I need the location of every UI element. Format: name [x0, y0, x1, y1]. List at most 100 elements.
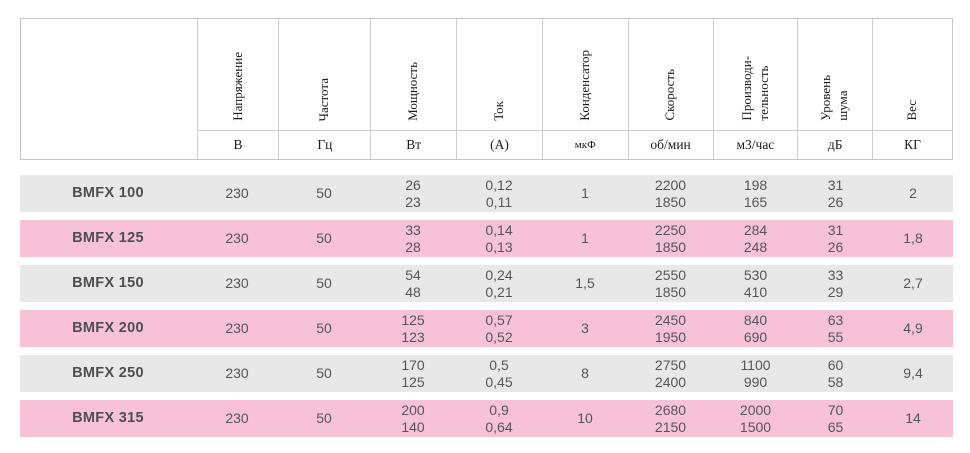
- airflow-cell: 284 248: [743, 221, 768, 255]
- table-row-bmfx-315: BMFX 315 230 50 200 140 0,9 0,64 10 2680…: [20, 400, 953, 437]
- column-name: Уровень шума: [818, 75, 851, 121]
- speed-cell: 2550 1850: [654, 266, 687, 300]
- column-name-area: Производи- тельность: [714, 19, 798, 130]
- frequency-cell: 50: [316, 185, 332, 201]
- column-name-area: Напряжение: [198, 19, 279, 130]
- airflow-cell: 840 690: [743, 311, 768, 345]
- column-name: Конденсатор: [576, 50, 592, 121]
- table-row-bmfx-250: BMFX 250 230 50 170 125 0,5 0,45 8 2750 …: [20, 355, 953, 392]
- column-unit: м3/час: [713, 130, 798, 159]
- column-unit: КГ: [873, 130, 952, 159]
- speed-cell: 2750 2400: [654, 356, 687, 390]
- column-name: Частота: [316, 77, 332, 121]
- capacitor-cell: 1: [581, 230, 589, 246]
- frequency-cell: 50: [316, 275, 332, 291]
- power-cell: 170 125: [401, 356, 425, 390]
- column-name: Производи- тельность: [738, 56, 771, 121]
- current-cell: 0,12 0,11: [485, 176, 513, 210]
- column-name-area: Ток: [457, 19, 542, 130]
- column-name-area: Уровень шума: [798, 19, 872, 130]
- noise-cell: 63 55: [827, 311, 844, 345]
- column-header-noise-level: Уровень шума дБ: [797, 19, 873, 159]
- column-unit: (А): [457, 130, 542, 159]
- voltage-cell: 230: [225, 185, 249, 201]
- speed-cell: 2680 2150: [654, 401, 687, 435]
- model-cell: BMFX 315: [72, 410, 144, 426]
- column-header-frequency: Частота Гц: [278, 19, 371, 159]
- capacitor-cell: 1,5: [575, 275, 595, 291]
- table-row-bmfx-150: BMFX 150 230 50 54 48 0,24 0,21 1,5 2550…: [20, 265, 953, 302]
- column-name-area: Вес: [873, 19, 952, 130]
- current-cell: 0,5 0,45: [485, 356, 513, 390]
- column-unit: мкФ: [542, 130, 628, 159]
- noise-cell: 33 29: [827, 266, 844, 300]
- airflow-cell: 1100 990: [740, 356, 771, 390]
- voltage-cell: 230: [225, 410, 249, 426]
- weight-cell: 9,4: [903, 365, 923, 381]
- airflow-cell: 530 410: [743, 266, 768, 300]
- column-name-area: Мощность: [371, 19, 456, 130]
- model-cell: BMFX 200: [72, 320, 144, 336]
- current-cell: 0,9 0,64: [485, 401, 513, 435]
- column-header-speed: Скорость об/мин: [627, 19, 713, 159]
- column-unit: Вт: [371, 130, 457, 159]
- header-corner-cell: [21, 19, 197, 159]
- column-header-power: Мощность Вт: [370, 19, 457, 159]
- noise-cell: 31 26: [827, 221, 844, 255]
- column-name-area: Частота: [279, 19, 370, 130]
- column-header-weight: Вес КГ: [872, 19, 952, 159]
- column-unit: дБ: [798, 130, 873, 159]
- model-cell: BMFX 100: [72, 185, 144, 201]
- model-cell: BMFX 150: [72, 275, 144, 291]
- weight-cell: 4,9: [903, 320, 923, 336]
- column-name-area: Конденсатор: [543, 19, 628, 130]
- frequency-cell: 50: [316, 320, 332, 336]
- capacitor-cell: 8: [581, 365, 589, 381]
- voltage-cell: 230: [225, 365, 249, 381]
- column-header-airflow: Производи- тельность м3/час: [712, 19, 798, 159]
- weight-cell: 1,8: [903, 230, 923, 246]
- model-cell: BMFX 250: [72, 365, 144, 381]
- current-cell: 0,14 0,13: [485, 221, 513, 255]
- capacitor-cell: 10: [577, 410, 593, 426]
- column-header-voltage: Напряжение В: [196, 19, 279, 159]
- speed-cell: 2200 1850: [654, 176, 687, 210]
- products-table: Напряжение В Частота Гц Мощность Вт Ток: [20, 18, 953, 437]
- column-header-capacitor: Конденсатор мкФ: [541, 19, 628, 159]
- column-unit: об/мин: [628, 130, 713, 159]
- column-header-current: Ток (А): [456, 19, 542, 159]
- weight-cell: 2: [909, 185, 917, 201]
- weight-cell: 14: [905, 410, 921, 426]
- voltage-cell: 230: [225, 275, 249, 291]
- column-name: Мощность: [405, 62, 421, 121]
- power-cell: 54 48: [405, 266, 421, 300]
- power-cell: 26 23: [405, 176, 421, 210]
- power-cell: 200 140: [401, 401, 425, 435]
- table-body: BMFX 100 230 50 26 23 0,12 0,11 1 2200 1…: [20, 175, 953, 437]
- table-row-bmfx-100: BMFX 100 230 50 26 23 0,12 0,11 1 2200 1…: [20, 175, 953, 212]
- speed-cell: 2250 1850: [654, 221, 687, 255]
- column-name: Напряжение: [229, 52, 245, 121]
- frequency-cell: 50: [316, 230, 332, 246]
- noise-cell: 60 58: [827, 356, 844, 390]
- voltage-cell: 230: [225, 320, 249, 336]
- table-row-bmfx-200: BMFX 200 230 50 125 123 0,57 0,52 3 2450…: [20, 310, 953, 347]
- current-cell: 0,57 0,52: [485, 311, 513, 345]
- frequency-cell: 50: [316, 410, 332, 426]
- column-unit: Гц: [279, 130, 371, 159]
- weight-cell: 2,7: [903, 275, 923, 291]
- table-row-bmfx-125: BMFX 125 230 50 33 28 0,14 0,13 1 2250 1…: [20, 220, 953, 257]
- voltage-cell: 230: [225, 230, 249, 246]
- column-name-area: Скорость: [629, 19, 713, 130]
- airflow-cell: 198 165: [743, 176, 768, 210]
- power-cell: 125 123: [401, 311, 425, 345]
- capacitor-cell: 1: [581, 185, 589, 201]
- column-name: Вес: [904, 100, 920, 121]
- airflow-cell: 2000 1500: [739, 401, 772, 435]
- column-unit: В: [197, 130, 279, 159]
- power-cell: 33 28: [405, 221, 421, 255]
- current-cell: 0,24 0,21: [485, 266, 513, 300]
- frequency-cell: 50: [316, 365, 332, 381]
- noise-cell: 31 26: [827, 176, 844, 210]
